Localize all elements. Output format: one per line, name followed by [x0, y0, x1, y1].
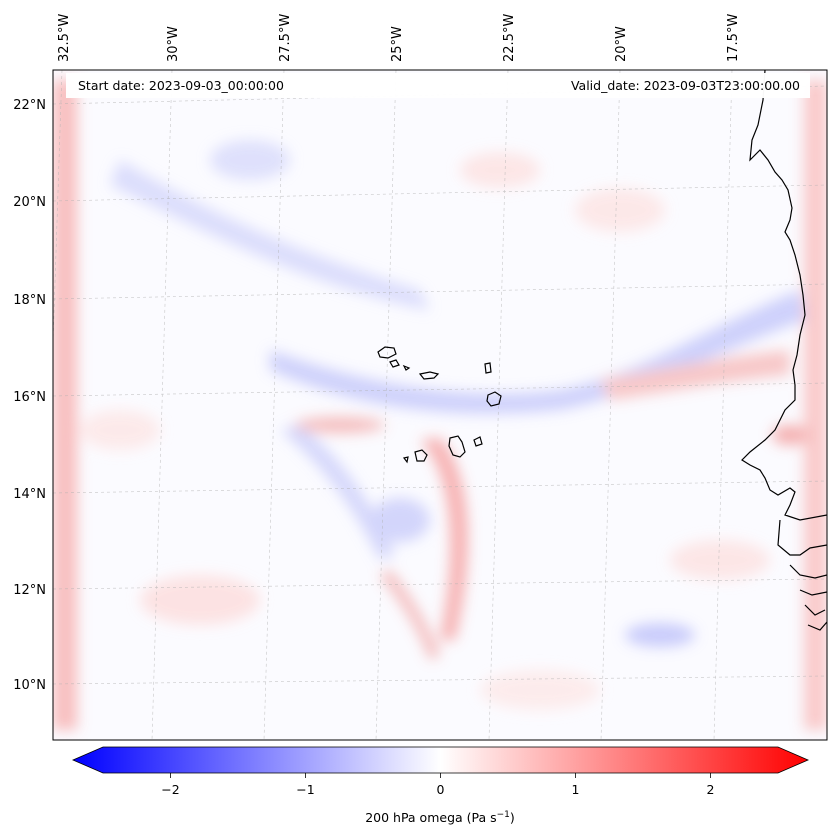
lat-label: 20°N [13, 195, 46, 210]
island-maio [473, 436, 483, 447]
header-box [66, 73, 810, 98]
lat-label: 12°N [13, 583, 46, 598]
island-santiago [448, 435, 466, 458]
colorbar-tick-label: −2 [161, 782, 179, 797]
map-frame [52, 69, 828, 741]
colorbar-bar [71, 746, 810, 774]
africa-coastline [741, 70, 827, 521]
coastlines [377, 70, 827, 631]
island-brava [402, 456, 409, 464]
colorbar-tick-label: 2 [707, 782, 715, 797]
lon-label: 25°W [390, 26, 405, 62]
island-sal [484, 362, 492, 374]
colorbar: −2 −1 0 1 2 200 hPa omega (Pa s−1) [71, 746, 810, 825]
lon-label: 17.5°W [726, 14, 741, 62]
lat-label: 22°N [13, 98, 46, 113]
island-sao-vicente [389, 359, 400, 368]
lat-label: 16°N [13, 390, 46, 405]
valid-date-text: Valid_date: 2023-09-03T23:00:00.00 [571, 78, 800, 93]
lon-label: 27.5°W [278, 14, 293, 62]
lat-label: 10°N [13, 678, 46, 693]
lat-label: 14°N [13, 487, 46, 502]
colorbar-label: 200 hPa omega (Pa s−1) [365, 810, 515, 825]
colorbar-tick-label: 1 [572, 782, 580, 797]
lon-label: 30°W [166, 26, 181, 62]
lat-label: 18°N [13, 293, 46, 308]
start-date-text: Start date: 2023-09-03_00:00:00 [78, 78, 284, 93]
graticule [53, 70, 827, 740]
lat-labels: 22°N 20°N 18°N 16°N 14°N 12°N 10°N [13, 98, 46, 693]
island-fogo [414, 449, 428, 462]
island-sao-nicolau [418, 371, 440, 380]
colorbar-ticks: −2 −1 0 1 2 [161, 773, 714, 797]
omega-field [53, 70, 827, 740]
lon-label: 20°W [614, 26, 629, 62]
island-santo-antao [377, 346, 397, 359]
lon-labels: 32.5°W 30°W 27.5°W 25°W 22.5°W 20°W 17.5… [57, 14, 741, 62]
lon-label: 32.5°W [57, 14, 72, 62]
island-boa-vista [486, 391, 502, 407]
colorbar-tick-label: −1 [296, 782, 314, 797]
lon-label: 22.5°W [502, 14, 517, 62]
colorbar-tick-label: 0 [437, 782, 445, 797]
